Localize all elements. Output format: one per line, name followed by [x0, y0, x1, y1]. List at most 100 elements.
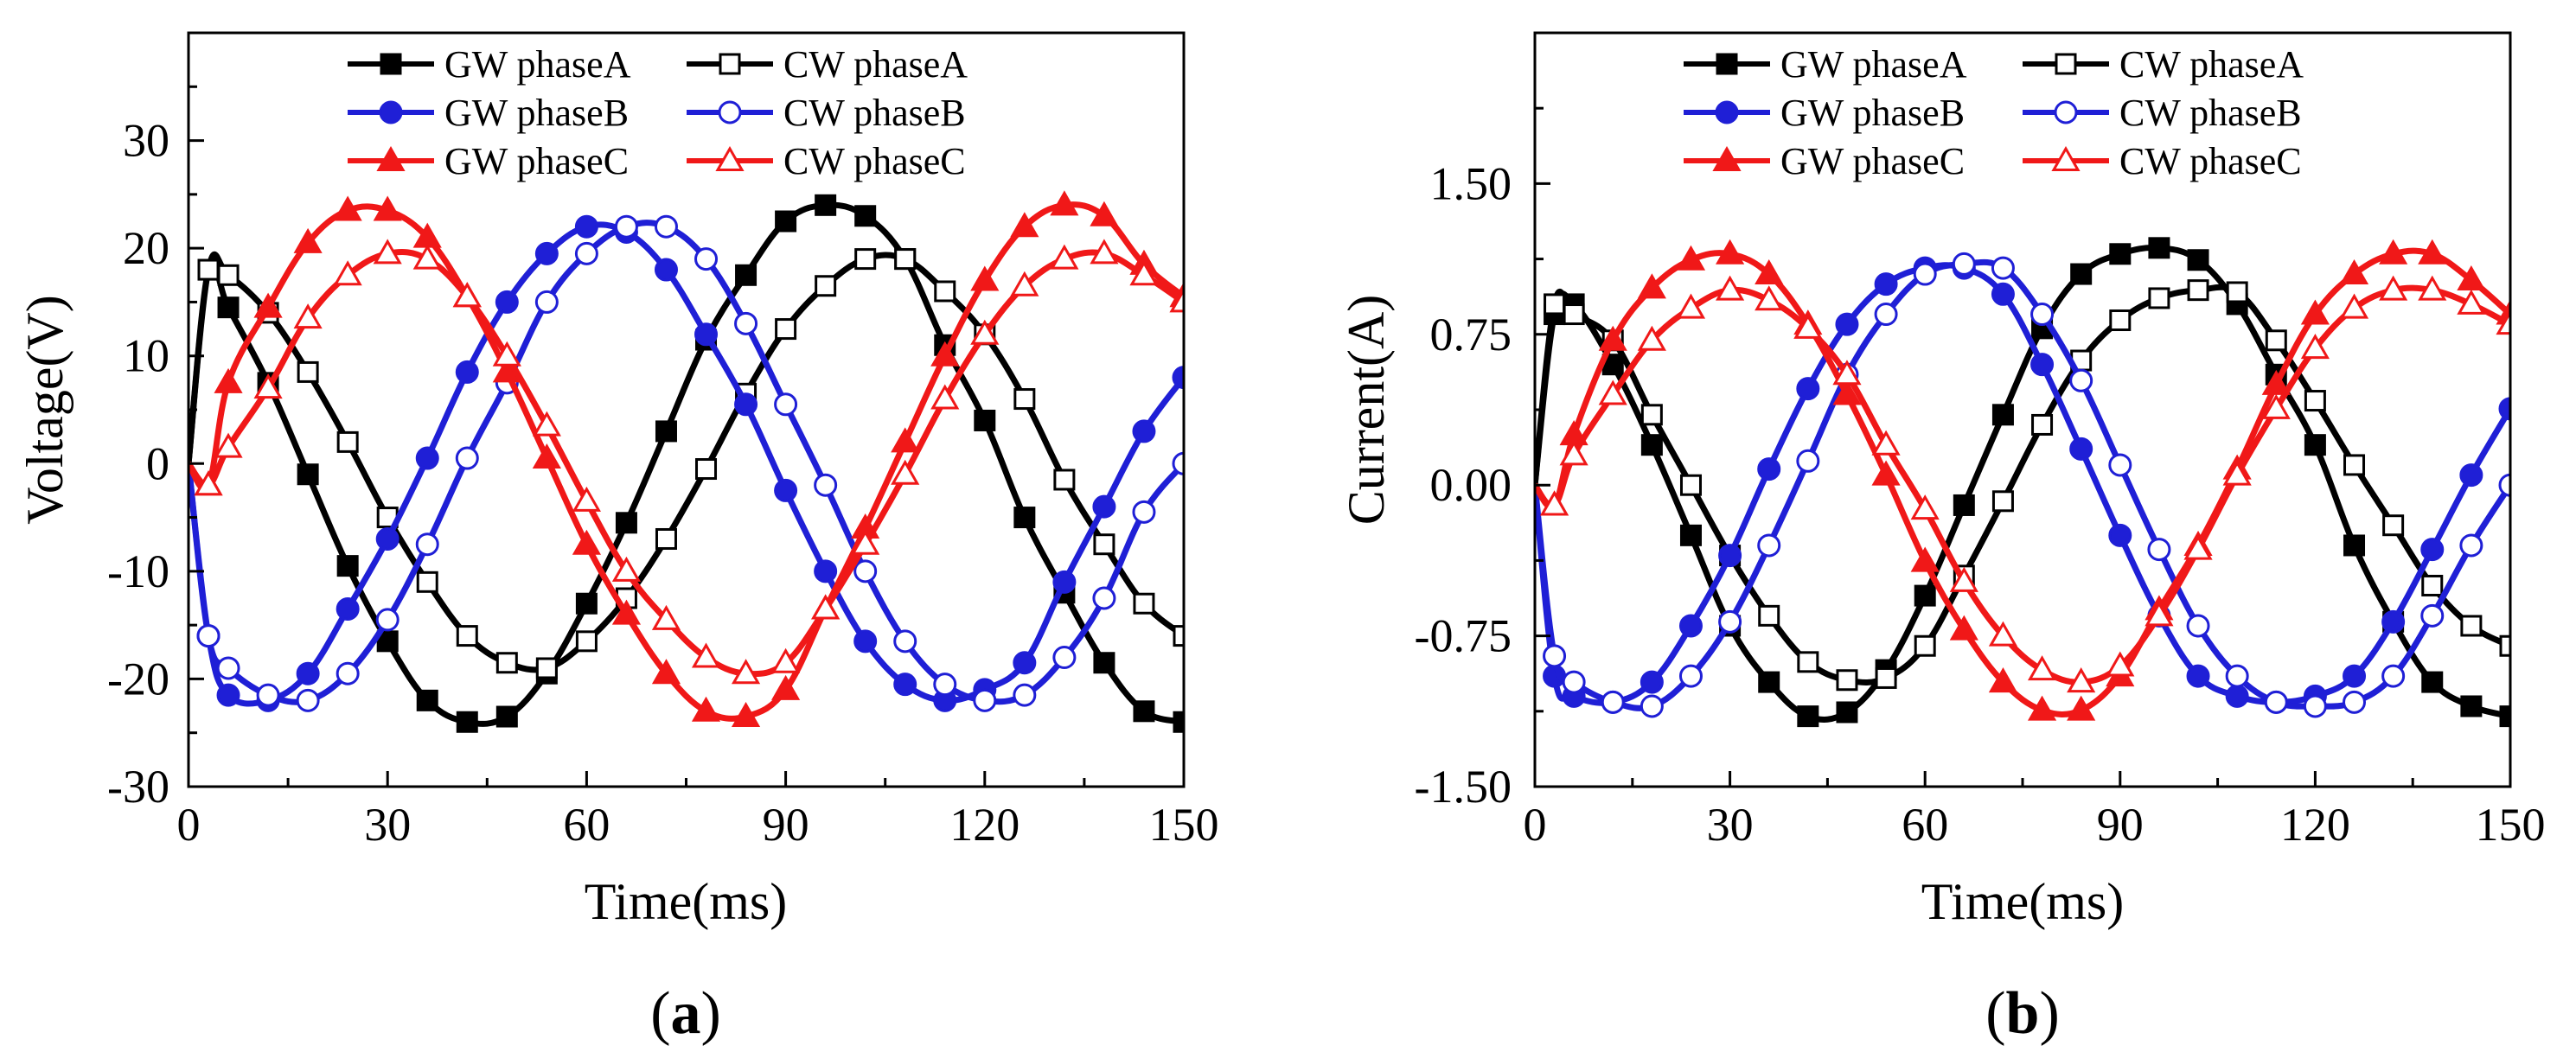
data-point-marker	[1988, 621, 2018, 647]
data-point-marker	[256, 683, 280, 707]
data-point-marker	[1090, 201, 1119, 226]
data-point-marker	[1871, 430, 1901, 456]
data-point-marker	[1836, 701, 1858, 724]
data-point-marker	[2460, 695, 2483, 717]
y-axis-title: Voltage(V)	[16, 295, 74, 525]
data-point-marker	[933, 673, 957, 697]
data-point-marker	[811, 594, 841, 620]
data-point-marker	[297, 360, 319, 383]
data-point-marker	[1169, 287, 1184, 313]
data-point-marker	[2108, 523, 2132, 547]
data-point-marker	[1172, 451, 1184, 475]
data-point-marker	[1793, 313, 1823, 339]
data-point-marker	[2339, 259, 2369, 285]
legend-label: CW phaseC	[783, 140, 966, 182]
data-point-marker	[814, 559, 838, 583]
data-point-marker	[894, 248, 917, 271]
data-point-marker	[2460, 615, 2483, 637]
data-point-marker	[2498, 473, 2510, 497]
data-point-marker	[614, 214, 638, 239]
data-point-marker	[775, 210, 797, 233]
data-point-marker	[970, 319, 1000, 345]
data-point-marker	[2027, 695, 2057, 721]
legend-item: CW phaseA	[2023, 43, 2304, 86]
y-tick-label: 0	[146, 437, 169, 489]
y-axis-title: Current(A)	[1338, 295, 1395, 526]
data-point-marker	[293, 227, 323, 253]
legend-item: CW phaseA	[687, 43, 968, 86]
data-point-marker	[973, 688, 997, 712]
legend-item: GW phaseA	[348, 43, 631, 86]
data-point-marker	[455, 360, 479, 384]
data-point-marker	[1755, 285, 1784, 311]
legend-item: GW phaseC	[1684, 140, 1965, 182]
data-point-marker	[1991, 490, 2014, 513]
data-point-marker	[651, 604, 681, 630]
legend-label: GW phaseB	[444, 92, 629, 134]
data-point-marker	[1758, 671, 1780, 693]
panel-label-paren: )	[701, 980, 721, 1047]
data-point-marker	[1757, 533, 1781, 558]
data-point-marker	[611, 599, 642, 625]
data-point-marker	[216, 683, 240, 707]
data-point-marker	[1129, 260, 1159, 286]
data-point-marker	[532, 411, 561, 437]
data-point-marker	[2067, 667, 2096, 693]
data-point-marker	[1013, 683, 1037, 707]
series-line	[1535, 247, 2510, 718]
legend-item: GW phaseB	[1684, 92, 1965, 134]
data-point-marker	[1874, 272, 1898, 296]
data-point-marker	[1010, 212, 1039, 238]
legend-label: CW phaseA	[783, 43, 968, 86]
data-point-marker	[1796, 377, 1820, 401]
data-point-marker	[2459, 533, 2483, 558]
data-point-marker	[2070, 263, 2093, 285]
data-point-marker	[2187, 249, 2209, 271]
data-point-marker	[731, 659, 761, 685]
series-line	[189, 201, 1184, 727]
data-point-marker	[2027, 655, 2057, 681]
data-point-marker	[1640, 670, 1664, 694]
x-axis-title: Time(ms)	[585, 873, 788, 930]
x-tick-label: 120	[2280, 799, 2350, 851]
data-point-marker	[1092, 586, 1116, 610]
data-point-marker	[2183, 534, 2213, 560]
data-point-marker	[695, 458, 718, 481]
legend-label: CW phaseC	[2119, 140, 2302, 182]
series-line	[189, 249, 1184, 678]
data-point-marker	[2339, 293, 2369, 319]
data-point-marker	[691, 642, 721, 668]
data-point-marker	[934, 280, 956, 303]
legend-item: CW phaseB	[687, 92, 966, 134]
data-point-marker	[2379, 275, 2408, 301]
data-point-marker	[930, 341, 960, 367]
data-point-marker	[293, 303, 323, 329]
y-tick-label: -30	[107, 761, 169, 813]
data-point-marker	[2343, 534, 2366, 557]
data-point-marker	[456, 625, 478, 647]
x-tick-label: 30	[1707, 799, 1754, 851]
data-point-marker	[2304, 434, 2326, 456]
legend-marker	[715, 145, 745, 171]
panel-label: (a)	[650, 980, 721, 1047]
series-gw-phasea	[189, 194, 1184, 733]
data-point-marker	[814, 473, 838, 497]
data-point-marker	[2300, 299, 2330, 325]
data-point-marker	[1132, 419, 1156, 443]
data-point-marker	[611, 556, 642, 582]
data-point-marker	[2225, 684, 2249, 708]
data-point-marker	[217, 296, 240, 319]
data-point-marker	[930, 384, 960, 410]
data-point-marker	[575, 630, 598, 653]
data-point-marker	[1991, 404, 2014, 426]
data-point-marker	[333, 195, 362, 221]
data-point-marker	[2108, 453, 2132, 477]
data-point-marker	[412, 244, 442, 270]
data-point-marker	[2148, 287, 2170, 309]
panel-b-current-chart: 0 30 60 90 120 150 -1.50 -0.75 0.00 0.75 1.50 Time(…	[1338, 31, 2546, 1047]
data-point-marker	[1679, 474, 1702, 496]
data-point-marker	[655, 420, 677, 443]
data-point-marker	[452, 282, 482, 308]
data-point-marker	[1716, 275, 1745, 301]
data-point-marker	[2030, 353, 2055, 377]
